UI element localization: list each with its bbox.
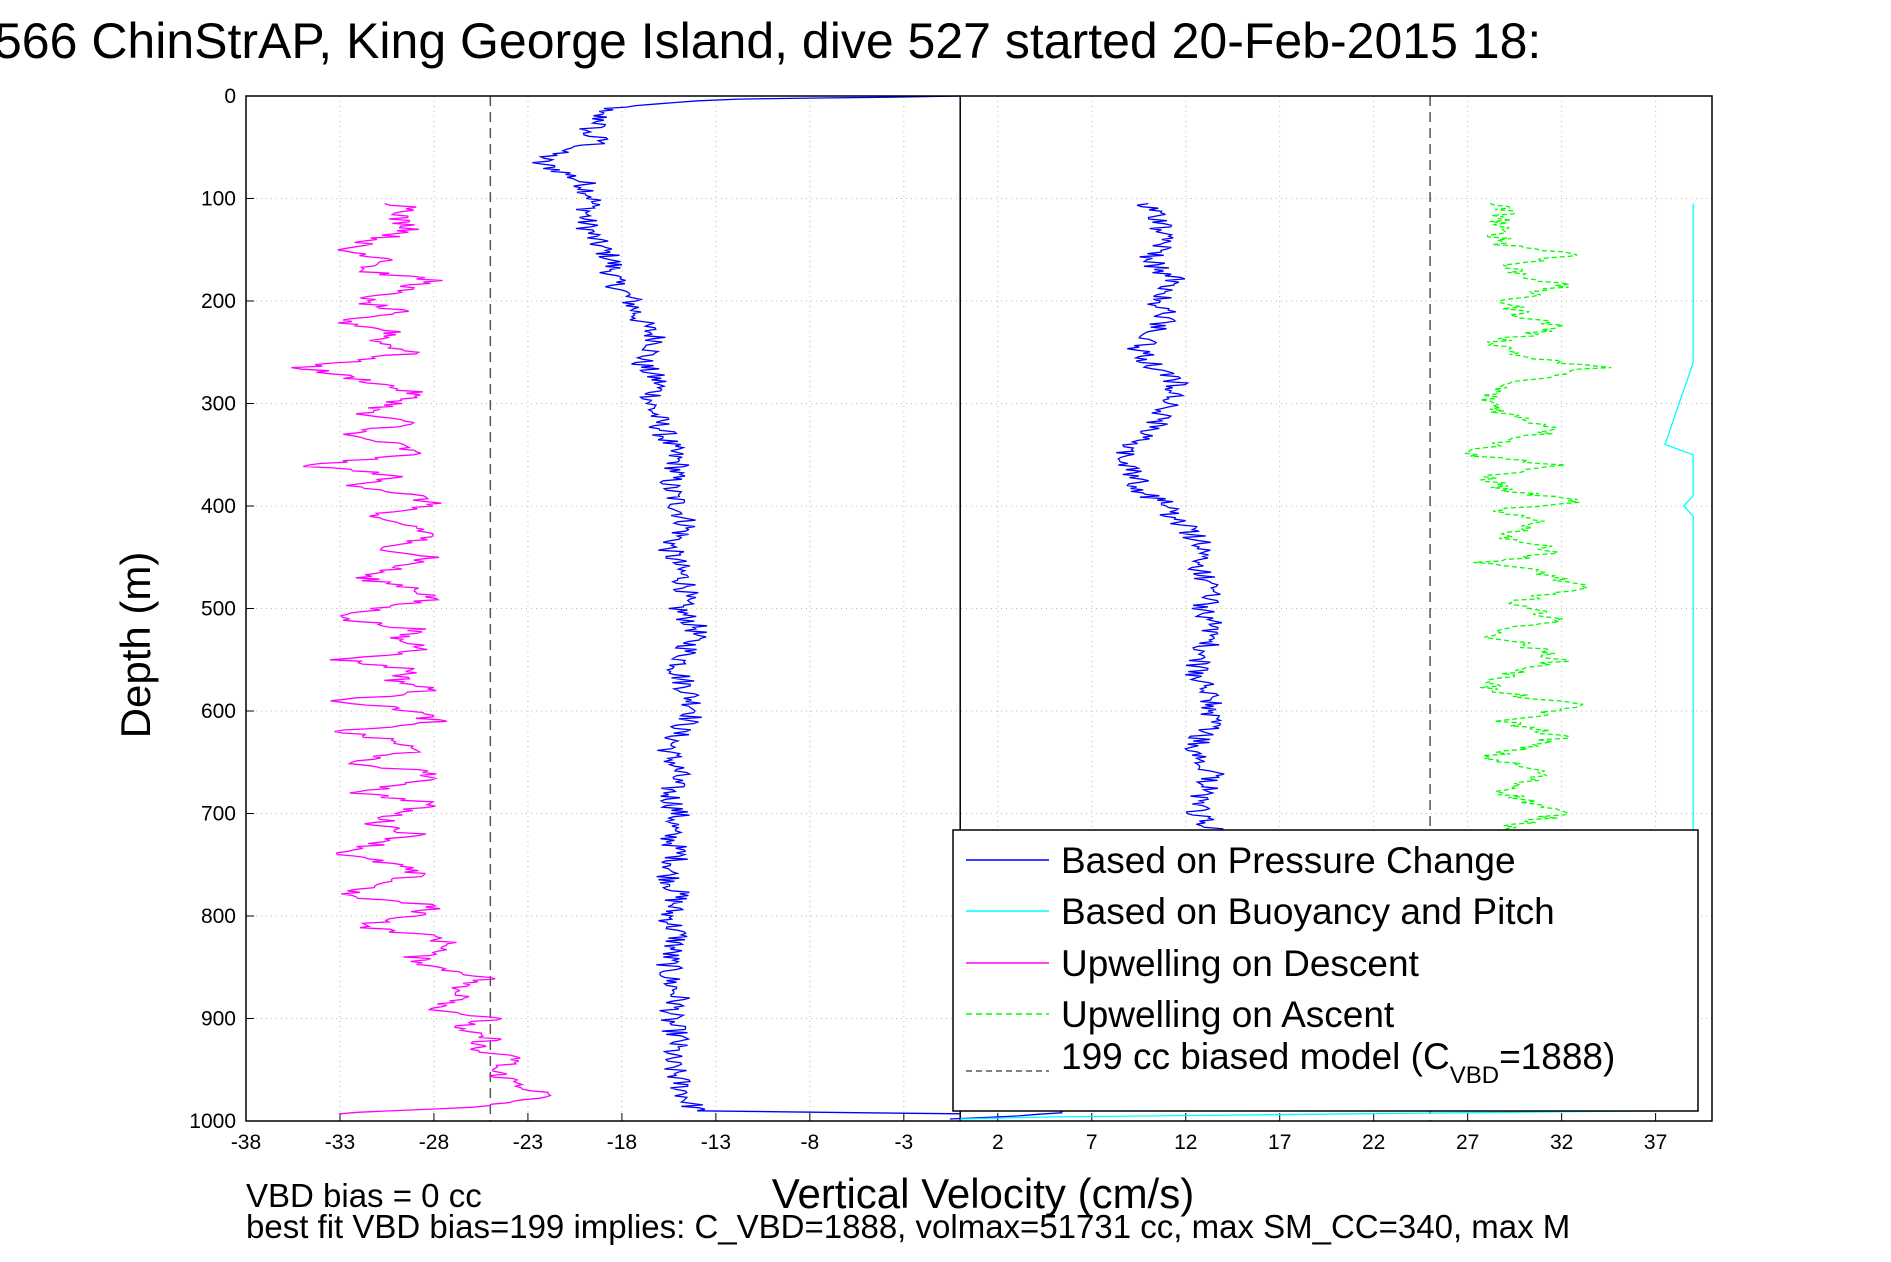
- best-fit-text: best fit VBD bias=199 implies: C_VBD=188…: [246, 1208, 1570, 1245]
- x-tick-label: -18: [607, 1131, 637, 1154]
- legend-label-model-text: 199 cc biased model (C: [1061, 1036, 1450, 1077]
- y-tick-label: 600: [201, 700, 236, 723]
- legend: Based on Pressure Change Based on Buoyan…: [952, 829, 1699, 1112]
- x-tick-label: -38: [231, 1131, 261, 1154]
- legend-label-model-suffix: =1888): [1499, 1036, 1615, 1077]
- series-pressure_descent: [532, 95, 961, 1115]
- y-tick-label: 300: [201, 393, 236, 416]
- x-tick-label: 32: [1550, 1131, 1573, 1154]
- x-tick-label: 17: [1268, 1131, 1291, 1154]
- legend-label-descent: Upwelling on Descent: [1061, 943, 1420, 984]
- vbd-bias-text: VBD bias = 0 cc: [246, 1177, 482, 1214]
- legend-label-model: 199 cc biased model (CVBD=1888): [1061, 1036, 1615, 1089]
- x-tick-label: -13: [701, 1131, 731, 1154]
- y-tick-label: 400: [201, 495, 236, 518]
- y-tick-label: 700: [201, 803, 236, 826]
- y-tick-label: 500: [201, 598, 236, 621]
- x-tick-label: 12: [1174, 1131, 1197, 1154]
- series-upwelling_descent: [291, 202, 552, 1115]
- legend-label-ascent: Upwelling on Ascent: [1061, 994, 1395, 1035]
- x-tick-label: -8: [801, 1131, 820, 1154]
- x-tick-label: 22: [1362, 1131, 1385, 1154]
- x-tick-label: 2: [992, 1131, 1004, 1154]
- legend-label-pressure: Based on Pressure Change: [1061, 840, 1516, 881]
- y-tick-labels: 0 100 200 300 400 500 600 700 800 900 1000: [189, 85, 236, 1133]
- y-tick-label: 200: [201, 290, 236, 313]
- legend-label-buoyancy: Based on Buoyancy and Pitch: [1061, 891, 1555, 932]
- y-tick-label: 1000: [189, 1110, 236, 1133]
- x-tick-label: 37: [1644, 1131, 1667, 1154]
- y-tick-label: 900: [201, 1008, 236, 1031]
- x-tick-label: -3: [894, 1131, 913, 1154]
- x-tick-label: -28: [419, 1131, 449, 1154]
- x-axis-label: Vertical Velocity (cm/s): [772, 1170, 1194, 1217]
- series-upwelling_ascent: [1464, 202, 1612, 830]
- x-tick-label: 27: [1456, 1131, 1479, 1154]
- legend-box: [952, 829, 1699, 1112]
- y-axis-label: Depth (m): [112, 552, 159, 739]
- y-tick-label: 100: [201, 188, 236, 211]
- y-tick-label: 800: [201, 905, 236, 928]
- grid: [245, 95, 1712, 1122]
- x-tick-labels: -38 -33 -28 -23 -18 -13 -8 -3 2 7 12 17 22 27 32 37: [231, 1131, 1667, 1154]
- axes-box: [245, 95, 1713, 1122]
- y-tick-label: 0: [224, 85, 236, 108]
- x-tick-label: -33: [325, 1131, 355, 1154]
- chart-title: 566 ChinStrAP, King George Island, dive …: [0, 13, 1541, 69]
- x-tick-label: 7: [1086, 1131, 1098, 1154]
- x-tick-label: -23: [513, 1131, 543, 1154]
- legend-label-model-sub: VBD: [1450, 1062, 1499, 1089]
